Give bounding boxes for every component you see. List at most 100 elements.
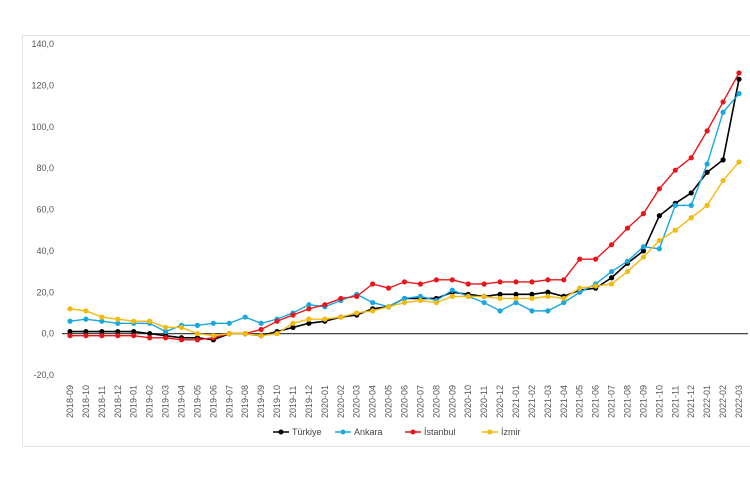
x-tick-label: 2018-11 <box>97 386 107 418</box>
data-point <box>561 295 567 302</box>
data-point <box>162 324 169 331</box>
data-point <box>529 279 535 285</box>
data-point <box>370 308 376 314</box>
x-tick-label: 2020-11 <box>479 386 489 418</box>
data-point <box>736 159 742 165</box>
data-point <box>672 202 678 208</box>
data-point <box>608 242 615 248</box>
data-point <box>465 281 471 287</box>
data-point <box>417 281 424 287</box>
data-point <box>497 279 503 285</box>
data-point <box>306 302 312 308</box>
x-tick-label: 2021-01 <box>511 385 521 418</box>
data-point <box>656 186 662 192</box>
data-point <box>274 318 280 324</box>
data-point <box>131 328 137 335</box>
x-tick-label: 2019-05 <box>192 385 202 418</box>
x-tick-label: 2019-10 <box>272 385 282 418</box>
data-point <box>704 202 710 208</box>
data-point <box>67 328 73 335</box>
x-tick-label: 2018-12 <box>113 385 123 418</box>
x-tick-label: 2021-02 <box>527 385 537 418</box>
data-point <box>672 227 678 233</box>
data-point <box>290 312 296 318</box>
x-tick-label: 2021-10 <box>654 385 664 418</box>
x-tick-label: 2020-03 <box>352 385 362 418</box>
data-point <box>210 320 216 326</box>
x-tick-label: 2019-04 <box>177 385 187 418</box>
y-tick-label: 140,0 <box>31 39 54 49</box>
data-point <box>561 299 567 306</box>
x-tick-label: 2021-09 <box>638 385 648 418</box>
data-point <box>401 299 408 306</box>
data-point <box>688 155 694 161</box>
data-point <box>242 331 248 337</box>
data-point <box>115 320 121 326</box>
x-tick-label: 2021-06 <box>591 385 601 418</box>
data-point <box>226 320 232 326</box>
data-point <box>306 316 312 322</box>
data-point <box>577 285 583 291</box>
data-point <box>545 289 551 295</box>
data-point <box>274 331 280 337</box>
x-tick-label: 2020-04 <box>368 385 378 418</box>
x-tick-label: 2020-01 <box>320 385 330 418</box>
data-point <box>115 333 121 339</box>
data-point <box>529 308 535 314</box>
data-point <box>720 99 726 105</box>
x-tick-label: 2019-07 <box>224 385 234 418</box>
data-point <box>449 293 455 299</box>
data-point <box>481 299 487 306</box>
data-point <box>704 169 710 175</box>
data-point <box>306 320 312 326</box>
data-point <box>561 277 567 283</box>
data-point <box>513 279 519 285</box>
data-point <box>83 328 89 335</box>
x-tick-label: 2021-12 <box>686 385 696 418</box>
data-point <box>162 328 169 335</box>
data-point <box>465 293 471 299</box>
data-point <box>67 318 73 324</box>
legend-marker <box>410 429 416 435</box>
data-point <box>656 237 662 244</box>
data-point <box>529 291 535 297</box>
data-point <box>417 293 424 299</box>
data-point <box>242 314 248 320</box>
data-point <box>178 337 185 343</box>
data-point <box>593 256 599 262</box>
x-tick-label: 2021-11 <box>670 386 680 418</box>
data-point <box>736 70 742 76</box>
data-point <box>497 308 503 314</box>
y-tick-label: 60,0 <box>36 205 54 215</box>
data-point <box>322 302 328 308</box>
data-point <box>704 161 710 167</box>
data-point <box>83 316 89 322</box>
data-point <box>433 277 439 283</box>
data-point <box>545 277 551 283</box>
legend-label: Türkiye <box>292 427 322 437</box>
data-point <box>736 91 742 97</box>
data-point <box>593 283 599 289</box>
data-point <box>147 331 153 337</box>
data-point <box>115 316 121 322</box>
data-point <box>736 76 742 82</box>
x-tick-label: 2019-01 <box>129 385 139 418</box>
chart-frame <box>22 35 750 447</box>
data-point <box>258 326 264 333</box>
data-point <box>608 268 615 275</box>
data-point <box>624 258 631 264</box>
data-point <box>449 287 455 293</box>
legend-item: İstanbul <box>405 427 456 437</box>
data-point <box>131 318 137 324</box>
data-point <box>67 306 73 312</box>
data-point <box>656 246 662 252</box>
data-point <box>401 295 408 302</box>
data-point <box>481 293 487 299</box>
x-tick-label: 2022-01 <box>702 385 712 418</box>
data-point <box>545 293 551 299</box>
data-point <box>290 320 296 326</box>
x-tick-label: 2019-02 <box>145 385 155 418</box>
x-tick-label: 2020-06 <box>400 385 410 418</box>
data-point <box>401 279 408 285</box>
